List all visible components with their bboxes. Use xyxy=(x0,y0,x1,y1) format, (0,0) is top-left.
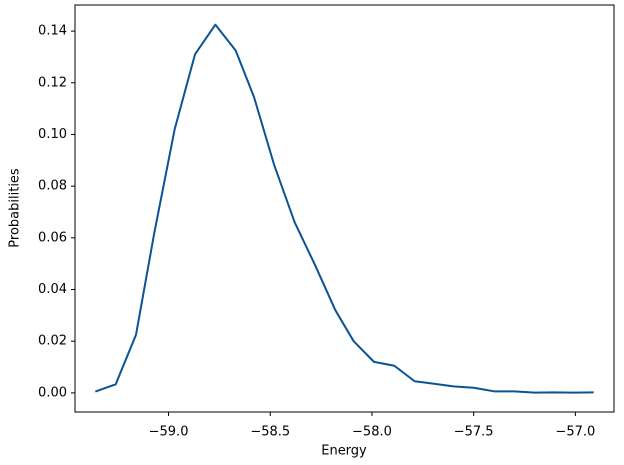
y-tick-label: 0.14 xyxy=(38,24,67,39)
line-series xyxy=(95,23,594,394)
x-tick-label: −58.0 xyxy=(352,425,392,440)
y-tick-label: 0.04 xyxy=(38,282,67,297)
plot-frame xyxy=(74,4,615,413)
y-axis-label: Probabilities xyxy=(8,168,23,248)
y-tick-label: 0.02 xyxy=(38,334,67,349)
x-tick-label: −57.0 xyxy=(555,425,595,440)
x-tick-label: −57.5 xyxy=(454,425,494,440)
x-tick-label: −58.5 xyxy=(250,425,290,440)
y-tick-label: 0.10 xyxy=(38,127,67,142)
y-tick-label: 0.06 xyxy=(38,230,67,245)
x-axis-label: Energy xyxy=(321,444,367,459)
y-tick-label: 0.12 xyxy=(38,75,67,90)
y-tick-label: 0.08 xyxy=(38,179,67,194)
x-tick-label: −59.0 xyxy=(149,425,189,440)
y-tick-label: 0.00 xyxy=(38,385,67,400)
